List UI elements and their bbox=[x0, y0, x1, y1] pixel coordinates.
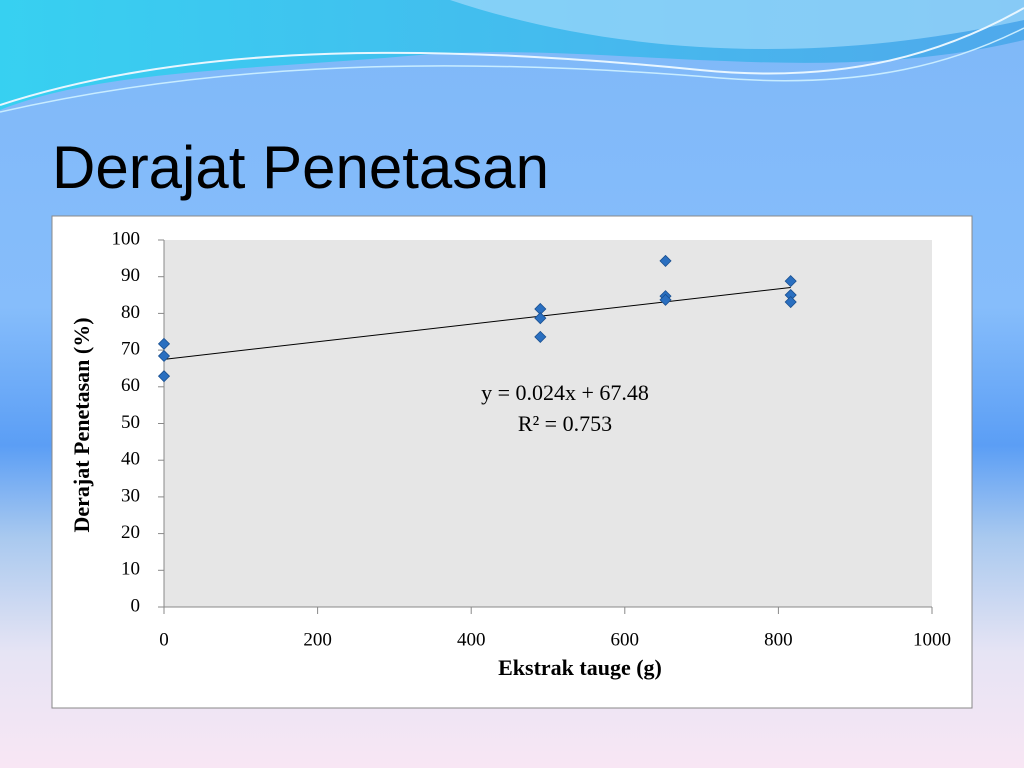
data-point bbox=[784, 295, 797, 309]
x-tick-label: 400 bbox=[457, 629, 486, 650]
y-tick-label: 60 bbox=[121, 375, 140, 396]
y-tick-label: 70 bbox=[121, 338, 140, 359]
x-tick-label: 0 bbox=[159, 629, 169, 650]
x-tick-label: 1000 bbox=[913, 629, 951, 650]
slide-title: Derajat Penetasan bbox=[52, 134, 549, 201]
y-tick-label: 0 bbox=[131, 595, 141, 616]
trendline bbox=[163, 286, 791, 360]
data-point bbox=[534, 330, 547, 343]
data-point bbox=[534, 312, 547, 325]
x-axis-label: Ekstrak tauge (g) bbox=[498, 655, 662, 680]
y-tick-label: 10 bbox=[121, 559, 140, 580]
data-point bbox=[659, 293, 672, 306]
y-tick-label: 100 bbox=[112, 228, 141, 249]
x-tick-label: 800 bbox=[764, 629, 793, 650]
y-tick-label: 50 bbox=[121, 412, 140, 433]
data-point bbox=[157, 349, 171, 363]
y-tick-label: 40 bbox=[121, 449, 140, 470]
x-tick-label: 200 bbox=[303, 629, 332, 650]
y-tick-label: 90 bbox=[121, 265, 140, 286]
x-tick-label: 600 bbox=[611, 629, 640, 650]
y-tick-label: 20 bbox=[121, 522, 140, 543]
y-tick-label: 80 bbox=[121, 302, 140, 323]
trendline-annotation: y = 0.024x + 67.48 bbox=[481, 380, 649, 405]
data-point bbox=[157, 370, 171, 383]
header-waves bbox=[0, 0, 1024, 113]
trendline-annotation: R² = 0.753 bbox=[518, 411, 612, 436]
data-point bbox=[784, 275, 797, 288]
y-tick-label: 30 bbox=[121, 485, 140, 506]
data-point bbox=[659, 254, 672, 267]
data-point bbox=[157, 337, 171, 350]
plot-area bbox=[164, 240, 932, 607]
y-axis-label: Derajat Penetasan (%) bbox=[69, 317, 94, 532]
